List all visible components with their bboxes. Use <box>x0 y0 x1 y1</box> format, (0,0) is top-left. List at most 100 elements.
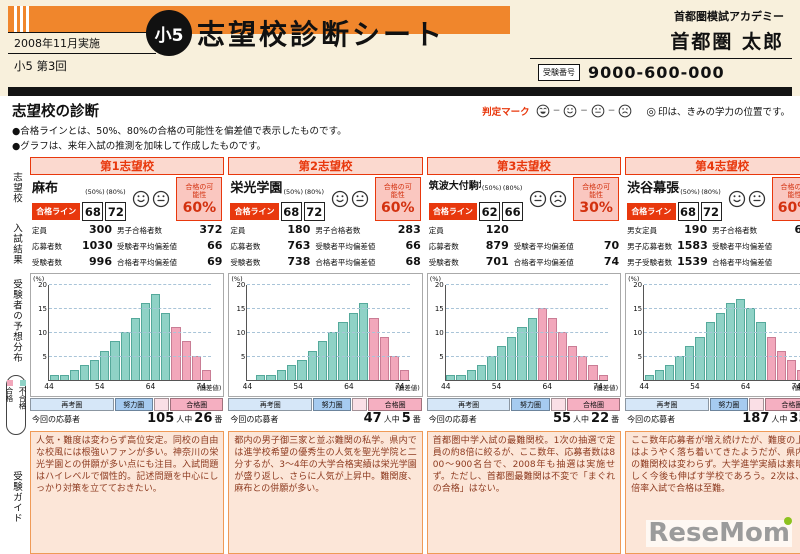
gridline <box>49 308 211 309</box>
chart-bar <box>588 365 597 380</box>
stat-label: 受験者平均偏差値 <box>712 241 776 252</box>
chart-bar <box>90 360 99 380</box>
x-tick-label: 44 <box>243 382 253 391</box>
stat-value: 1539 <box>677 255 712 268</box>
stat-label: 合格者平均偏差値 <box>117 257 181 268</box>
possibility-value: 30% <box>579 200 613 216</box>
applicants-rank: 26 <box>194 411 212 426</box>
neutral-face-icon <box>351 190 369 208</box>
legend-separator: − <box>553 106 561 116</box>
chart-bar <box>297 360 306 380</box>
stat-label: 男子合格者数 <box>315 225 379 236</box>
note-pass-line: ●合格ラインとは、50%、80%の合格の可能性を偏差値で表示したものです。 <box>12 125 800 140</box>
possibility-box: 合格の可能性 60% <box>375 177 421 221</box>
stat-value: 283 <box>379 223 420 236</box>
row-label-sidebar: 志望校 入試結果 受験者の予想分布 合格 不合格 受験ガイド <box>6 157 26 554</box>
stat-label: 男子合格者数 <box>117 225 181 236</box>
x-tick-label: 64 <box>741 382 751 391</box>
chart-bar <box>477 365 486 380</box>
possibility-label: 合格の可能性 <box>581 183 611 199</box>
chart-bar <box>151 294 160 381</box>
neutral-face-icon <box>529 190 547 208</box>
legend-separator: − <box>580 106 588 116</box>
gridline <box>247 284 409 285</box>
applicants-rank: 22 <box>591 411 609 426</box>
chart-bar <box>266 375 275 381</box>
sidebar-label-guide: 受験ガイド <box>9 439 23 554</box>
x-tick-label: 64 <box>344 382 354 391</box>
pass-legend-label: 合格 <box>4 387 15 402</box>
chart-bar <box>568 346 577 380</box>
possibility-box: 合格の可能性 30% <box>573 177 619 221</box>
gridline <box>644 308 800 309</box>
applicants-row: 今回の応募者 187 人中 35 番 <box>625 411 800 429</box>
applicants-total: 47 <box>364 411 382 426</box>
school-header: 栄光学園 (50%) (80%) 合格ライン 68 72 合格の可能性 60% <box>228 175 422 221</box>
gridline <box>247 332 409 333</box>
applicants-rank-unit: 番 <box>214 414 222 425</box>
zone-divider <box>154 398 169 411</box>
x-tick-label: 54 <box>690 382 700 391</box>
smile-big-face-icon <box>536 104 550 118</box>
position-mark-note: 印は、きみの学力の位置です。 <box>658 107 790 118</box>
applicants-rank: 35 <box>789 411 800 426</box>
sidebar-label-school: 志望校 <box>9 157 23 217</box>
pass-line-value-50: 68 <box>678 202 699 221</box>
applicants-row: 今回の応募者 55 人中 22 番 <box>427 411 621 429</box>
gridline <box>446 308 608 309</box>
applicants-unit: 人中 <box>384 414 400 425</box>
applicants-total: 187 <box>742 411 769 426</box>
chart-bar <box>645 375 654 381</box>
legend-separator: − <box>608 106 616 116</box>
x-tick-label: 44 <box>639 382 649 391</box>
applicants-rank-unit: 番 <box>413 414 421 425</box>
school-name: 筑波大付駒場 <box>429 177 481 192</box>
stat-row: 男子応募者数1583受験者平均偏差値65 <box>627 239 800 255</box>
stat-value: 68 <box>379 255 420 268</box>
pass-color-swatch <box>7 380 13 386</box>
possibility-value: 60% <box>183 200 217 216</box>
pass-line-value-50: 68 <box>281 202 302 221</box>
chart-bar <box>578 356 587 381</box>
resemom-logo-text: ReseMom <box>648 518 790 548</box>
judgment-mark-scale: −−− <box>536 104 633 118</box>
school-name: 栄光学園 <box>230 177 282 196</box>
chart-bar <box>716 313 725 381</box>
position-mark-icon: ◎ <box>646 105 656 118</box>
pass-line-50-label: (50%) <box>84 188 105 196</box>
possibility-label: 合格の可能性 <box>184 183 214 199</box>
applicants-row: 今回の応募者 47 人中 5 番 <box>228 411 422 429</box>
pass-line-80-label: (80%) <box>502 184 523 192</box>
stat-value: 66 <box>379 239 420 252</box>
chart-bar <box>497 346 506 380</box>
judgment-faces <box>725 177 769 221</box>
zone-再考圏: 再考圏 <box>427 398 511 411</box>
x-tick-label: 44 <box>44 382 54 391</box>
grade-badge: 小5 <box>146 10 192 56</box>
judgment-faces <box>526 177 570 221</box>
x-tick-label: 64 <box>542 382 552 391</box>
stat-value: 996 <box>82 255 117 268</box>
zone-努力圏: 努力圏 <box>115 398 153 411</box>
stat-value: 300 <box>82 223 117 236</box>
y-tick-label: 5 <box>241 353 245 361</box>
stat-label: 応募者数 <box>32 241 82 252</box>
chart-bar <box>548 318 557 381</box>
applicants-rank: 5 <box>402 411 411 426</box>
chart-bar <box>287 365 296 380</box>
chart-bar <box>369 318 378 381</box>
possibility-label: 合格の可能性 <box>383 183 413 199</box>
y-tick-label: 15 <box>236 305 245 313</box>
pass-line-value-50: 62 <box>479 202 500 221</box>
stat-value: 70 <box>578 239 619 252</box>
zone-合格圏: 合格圏 <box>567 398 620 411</box>
zone-再考圏: 再考圏 <box>625 398 709 411</box>
stat-label: 定員 <box>32 225 82 236</box>
chart-bar <box>110 341 119 380</box>
judgment-faces <box>129 177 173 221</box>
pass-line-50-label: (50%) <box>680 188 701 196</box>
